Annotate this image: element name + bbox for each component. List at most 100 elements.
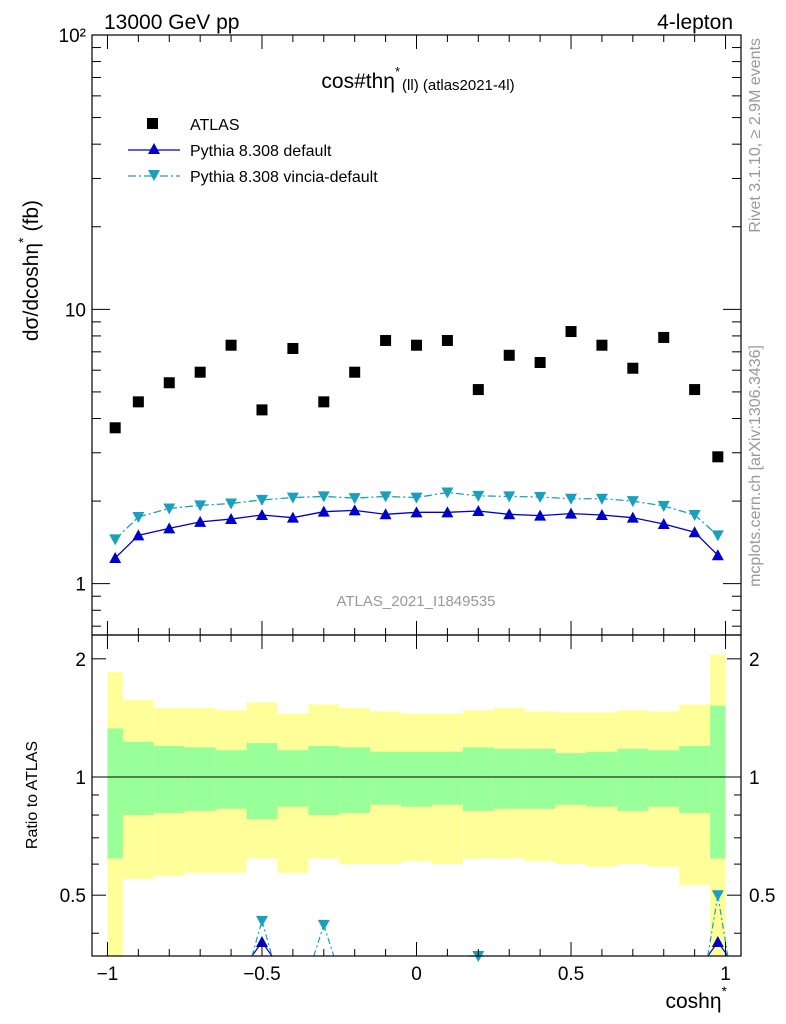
ratio-line-frag-a-5 bbox=[707, 895, 719, 957]
atlas-point-18 bbox=[658, 331, 670, 343]
ratio-band-1-bin-17 bbox=[617, 748, 649, 811]
ratio-band-1-bin-15 bbox=[555, 753, 587, 805]
ratio-band-1-bin-13 bbox=[493, 748, 525, 809]
default-point-12 bbox=[472, 505, 485, 517]
atlas-point-7 bbox=[318, 396, 330, 408]
ratio-marker-0 bbox=[255, 935, 268, 947]
vincia-point-15 bbox=[565, 493, 578, 505]
ratio-line-frag-a-1 bbox=[251, 920, 263, 957]
atlas-point-11 bbox=[441, 334, 453, 346]
series-line-1 bbox=[114, 509, 719, 559]
default-point-15 bbox=[565, 507, 578, 519]
ratio-line-frag-b-5 bbox=[717, 895, 729, 957]
atlas-point-13 bbox=[503, 349, 515, 361]
vincia-point-19 bbox=[688, 509, 701, 521]
atlas-point-12 bbox=[472, 384, 484, 396]
ratio-line-frag-b-0 bbox=[261, 941, 273, 957]
y-tick-label-0: 1 bbox=[75, 575, 86, 596]
ratio-y-axis-label: Ratio to ATLAS bbox=[24, 741, 41, 849]
atlas-point-10 bbox=[411, 339, 422, 351]
x-tick-label-3: 0.5 bbox=[558, 964, 584, 985]
legend-marker-vincia bbox=[148, 170, 160, 181]
default-point-7 bbox=[317, 505, 330, 517]
ratio-band-1-bin-4 bbox=[215, 750, 247, 809]
ratio-tick-label-right-1: 1 bbox=[749, 768, 760, 789]
x-axis-label: coshη* bbox=[666, 983, 728, 1013]
atlas-point-4 bbox=[225, 339, 237, 351]
x-axis-label-main: coshη bbox=[666, 990, 722, 1013]
ratio-band-1-bin-0 bbox=[107, 728, 123, 859]
default-point-17 bbox=[626, 511, 639, 523]
default-point-5 bbox=[255, 508, 268, 520]
ratio-band-1-bin-10 bbox=[401, 751, 432, 807]
atlas-point-17 bbox=[627, 362, 639, 374]
ratio-tick-label-right-0: 0.5 bbox=[749, 886, 775, 907]
vincia-point-7 bbox=[317, 491, 330, 503]
mcplots-label: mcplots.cern.ch [arXiv:1306.3436] bbox=[747, 345, 764, 587]
y-axis-label: dσ/dcoshη* (fb) bbox=[15, 200, 43, 341]
vincia-point-3 bbox=[194, 500, 207, 512]
ratio-tick-label-left-2: 2 bbox=[75, 650, 86, 671]
vincia-point-6 bbox=[286, 492, 299, 504]
ratio-band-1-bin-3 bbox=[184, 747, 216, 811]
series-line-2 bbox=[114, 491, 719, 540]
vincia-point-16 bbox=[595, 493, 608, 505]
plot-title-main: cos#thη bbox=[321, 70, 395, 93]
ratio-band-1-bin-12 bbox=[462, 747, 494, 811]
ratio-line-frag-b-1 bbox=[261, 920, 273, 957]
ratio-line-frag-b-2 bbox=[323, 924, 335, 957]
ratio-marker-4 bbox=[711, 935, 724, 947]
plot-title-sup: * bbox=[395, 64, 400, 79]
ratio-band-1-bin-20 bbox=[710, 705, 726, 859]
header-left: 13000 GeV pp bbox=[104, 11, 239, 34]
ratio-band-1-bin-14 bbox=[524, 748, 556, 809]
ratio-band-1-bin-11 bbox=[431, 751, 463, 805]
default-point-19 bbox=[688, 526, 701, 538]
ratio-band-1-bin-16 bbox=[586, 751, 618, 807]
ratio-tick-label-right-2: 2 bbox=[749, 650, 760, 671]
x-tick-label-0: −1 bbox=[97, 964, 119, 985]
header-right: 4-lepton bbox=[657, 11, 733, 34]
atlas-point-2 bbox=[163, 377, 175, 389]
vincia-point-2 bbox=[163, 503, 176, 515]
vincia-point-20 bbox=[711, 530, 724, 542]
ratio-lines bbox=[92, 776, 741, 962]
ratio-line-frag-a-0 bbox=[251, 941, 263, 957]
main-series-points bbox=[109, 326, 724, 564]
legend: ATLAS Pythia 8.308 default Pythia 8.308 … bbox=[128, 117, 378, 186]
default-point-18 bbox=[657, 518, 670, 530]
y-axis-label-main: dσ/dcoshη bbox=[20, 243, 43, 341]
x-axis-label-sup: * bbox=[722, 983, 728, 999]
ratio-line-frag-a-2 bbox=[313, 924, 325, 957]
legend-label-atlas: ATLAS bbox=[190, 117, 240, 134]
atlas-point-8 bbox=[349, 366, 361, 378]
ratio-tick-label-left-0: 0.5 bbox=[60, 886, 86, 907]
atlas-point-1 bbox=[132, 396, 144, 408]
default-point-8 bbox=[348, 504, 361, 516]
default-point-0 bbox=[109, 552, 122, 564]
vincia-point-0 bbox=[109, 534, 122, 546]
legend-label-vincia: Pythia 8.308 vincia-default bbox=[190, 169, 378, 186]
default-point-2 bbox=[163, 522, 176, 534]
atlas-point-19 bbox=[689, 384, 701, 396]
ratio-bands bbox=[107, 654, 726, 956]
atlas-point-6 bbox=[287, 342, 299, 354]
atlas-point-14 bbox=[534, 357, 546, 369]
plot-title-sub: (ll) (atlas2021-4l) bbox=[402, 77, 515, 94]
y-tick-label-1: 10 bbox=[65, 300, 86, 321]
default-point-20 bbox=[711, 549, 724, 561]
vincia-point-9 bbox=[379, 491, 392, 503]
vincia-point-10 bbox=[410, 492, 423, 504]
default-point-4 bbox=[225, 513, 238, 525]
default-point-3 bbox=[194, 515, 207, 527]
atlas-point-16 bbox=[596, 339, 608, 351]
vincia-point-17 bbox=[626, 496, 639, 508]
ratio-tick-label-left-1: 1 bbox=[75, 768, 86, 789]
x-tick-label-1: −0.5 bbox=[243, 964, 281, 985]
default-point-14 bbox=[534, 509, 547, 521]
legend-marker-atlas bbox=[147, 118, 158, 129]
atlas-point-20 bbox=[712, 451, 724, 463]
x-tick-label-2: 0 bbox=[411, 964, 422, 985]
ratio-band-1-bin-9 bbox=[370, 751, 402, 805]
